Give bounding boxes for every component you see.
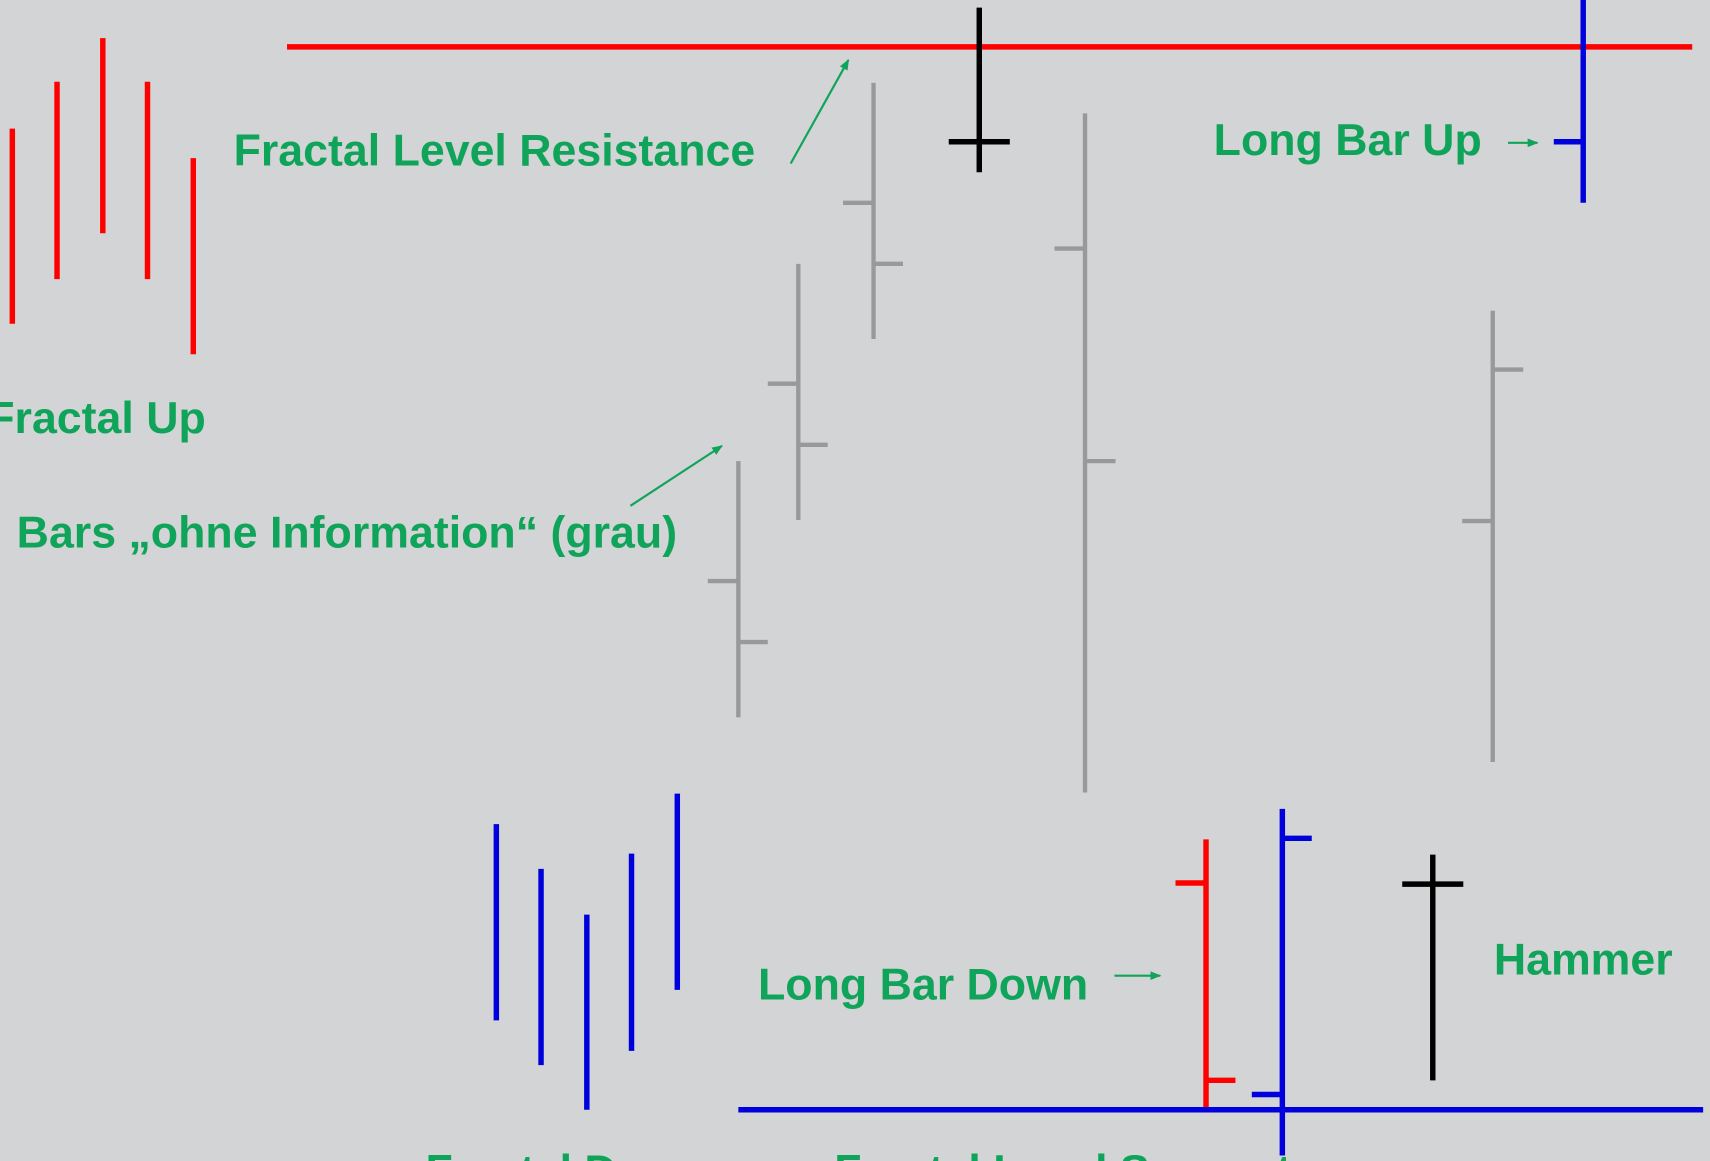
red-bars (9, 38, 1693, 1110)
label-resistance: Fractal Level Resistance (234, 127, 756, 176)
label-fractal-up: Fractal Up (0, 394, 206, 443)
gray-bars (707, 82, 1524, 793)
blue-bars (493, 0, 1704, 1156)
black-bars (948, 7, 1464, 1081)
label-long-bar-up: Long Bar Up (1214, 116, 1482, 165)
label-fractal-down: Fractal Down (425, 1147, 706, 1161)
label-hammer: Hammer (1494, 936, 1673, 985)
label-long-bar-down: Long Bar Down (758, 961, 1088, 1010)
label-support: Fractal Level Support (834, 1147, 1291, 1161)
label-bars-no-info: Bars „ohne Information“ (grau) (17, 508, 677, 557)
arrows (629, 59, 1539, 981)
